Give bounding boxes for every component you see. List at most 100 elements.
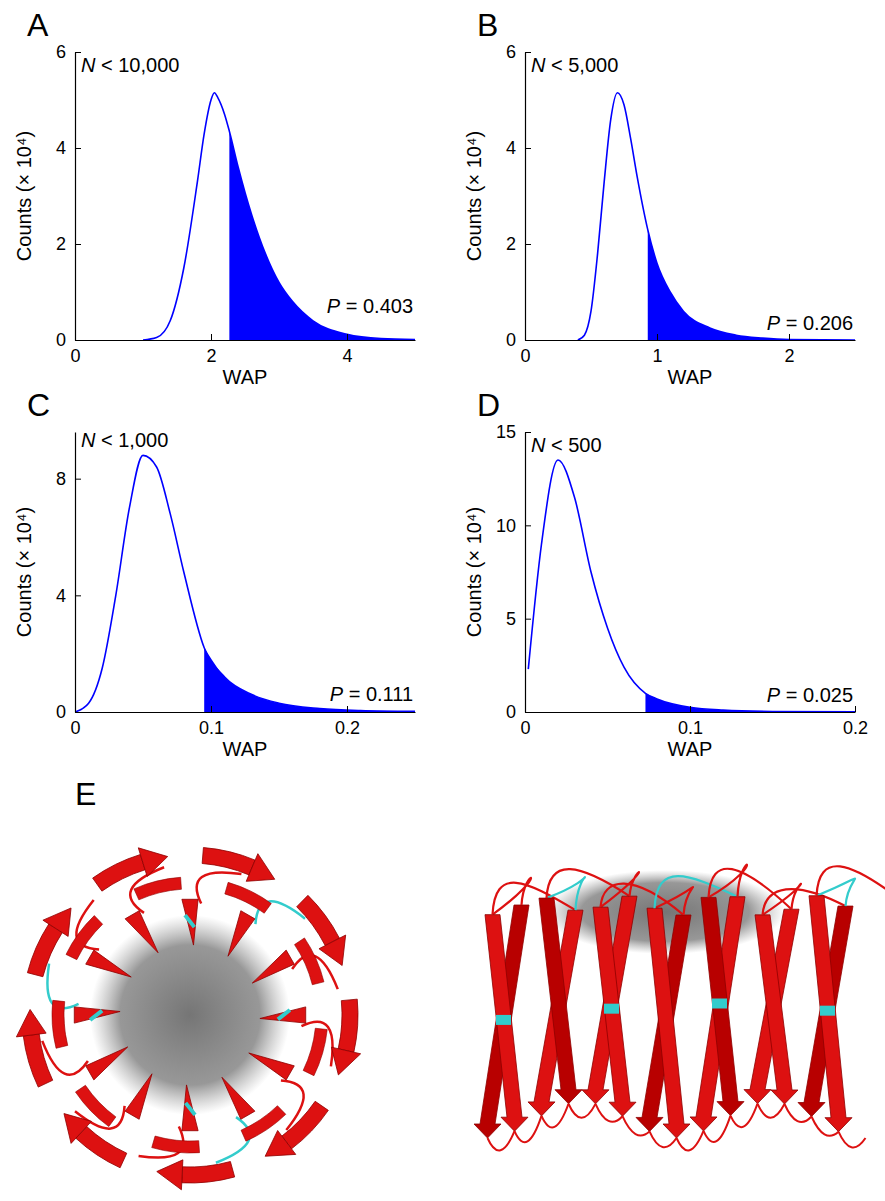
y-axis-title: Counts (× 10⁴) (463, 131, 485, 261)
x-tick: 1 (652, 334, 662, 366)
highlight (820, 1006, 835, 1016)
strand-head (331, 1047, 360, 1075)
x-axis-line (526, 712, 856, 713)
x-tick-mark (789, 334, 790, 340)
y-tick-mark (75, 340, 81, 341)
loop (839, 1132, 866, 1148)
x-tick-label: 0.2 (335, 718, 360, 738)
y-tick-label: 0 (506, 702, 516, 722)
y-axis: 0246 (56, 42, 81, 350)
x-axis-title: WAP (668, 738, 713, 760)
annotation: N < 10,000 (81, 54, 179, 76)
x-axis-title: WAP (223, 738, 268, 760)
annotation: P = 0.206 (767, 312, 853, 334)
strand (593, 907, 636, 1116)
y-tick-label: 8 (56, 469, 66, 489)
tail-area (229, 131, 415, 340)
loop (763, 889, 846, 915)
y-axis-line (525, 53, 526, 341)
x-tick-mark (347, 706, 348, 712)
x-axis-title: WAP (223, 366, 268, 388)
x-axis: 012 (520, 334, 855, 366)
highlight (278, 1010, 290, 1019)
strand (27, 924, 62, 977)
x-tick-label: 2 (784, 346, 794, 366)
y-axis-title: Counts (× 10⁴) (463, 507, 485, 637)
inner-strand (86, 1047, 128, 1080)
panel-letter: B (477, 7, 498, 43)
x-tick-mark (657, 334, 658, 340)
x-tick: 0.1 (199, 706, 224, 738)
y-axis: 048 (56, 433, 81, 723)
x-tick-mark (211, 334, 212, 340)
y-tick-mark (525, 525, 531, 526)
panel-letter: A (27, 7, 49, 43)
y-axis: 0246 (506, 42, 531, 350)
strand-head (64, 1114, 92, 1144)
loop (704, 1116, 731, 1142)
x-tick: 2 (784, 334, 794, 366)
y-axis-line (525, 433, 526, 713)
annotation: P = 0.403 (327, 295, 413, 317)
strand (744, 909, 799, 1103)
highlight (496, 1015, 511, 1025)
strand (152, 1136, 200, 1153)
y-tick: 10 (496, 516, 531, 536)
strand (182, 1162, 235, 1183)
x-tick: 0.2 (843, 706, 868, 738)
annotation: P = 0.025 (767, 684, 853, 706)
strand (134, 877, 181, 900)
y-tick: 5 (506, 609, 531, 629)
strand (647, 908, 690, 1138)
y-tick: 0 (506, 330, 531, 350)
strand (295, 938, 324, 985)
panel-2: 00.10.2048WAPCounts (× 10⁴)CN < 1,000P =… (13, 387, 416, 760)
strand-head (16, 1009, 46, 1036)
y-axis-title: Counts (× 10⁴) (13, 131, 35, 261)
strand-head (157, 1160, 183, 1190)
inner-strand (182, 1085, 198, 1131)
x-axis: 00.10.2 (70, 706, 415, 738)
strand (539, 898, 582, 1104)
x-tick: 0.2 (335, 706, 360, 738)
highlight (604, 1004, 619, 1014)
x-tick-label: 4 (342, 346, 352, 366)
y-tick-mark (525, 432, 531, 433)
loop (515, 1116, 542, 1142)
inner-strand (125, 911, 158, 953)
strand-head (138, 848, 167, 877)
y-tick-label: 0 (56, 330, 66, 350)
y-tick-mark (75, 52, 81, 53)
y-axis: 051015 (496, 422, 531, 722)
distribution-line (143, 93, 415, 340)
x-axis-title: WAP (668, 366, 713, 388)
panel-letter: C (27, 387, 50, 423)
x-axis-line (76, 712, 416, 713)
y-tick-label: 4 (506, 138, 516, 158)
annotation: N < 500 (531, 434, 602, 456)
strand (75, 1085, 115, 1126)
loop (677, 1131, 704, 1150)
y-tick-mark (75, 712, 81, 713)
strand-head (319, 935, 346, 965)
x-tick-mark (690, 706, 691, 712)
highlight (185, 915, 194, 927)
y-tick-mark (525, 712, 531, 713)
x-tick-label: 0 (70, 346, 80, 366)
strand (474, 905, 529, 1138)
distribution-line (75, 455, 415, 712)
loop (493, 883, 576, 915)
y-tick-mark (525, 52, 531, 53)
strand (690, 897, 745, 1131)
highlight (90, 1011, 102, 1020)
loop (542, 1104, 569, 1128)
annotation: N < 1,000 (81, 429, 168, 451)
y-tick: 6 (56, 42, 81, 62)
x-tick-label: 0.1 (678, 718, 703, 738)
strand (76, 1127, 127, 1168)
annotation: P = 0.111 (330, 683, 413, 705)
strand (297, 895, 340, 945)
y-tick-mark (525, 340, 531, 341)
y-tick-mark (75, 148, 81, 149)
y-tick-label: 10 (496, 516, 516, 536)
